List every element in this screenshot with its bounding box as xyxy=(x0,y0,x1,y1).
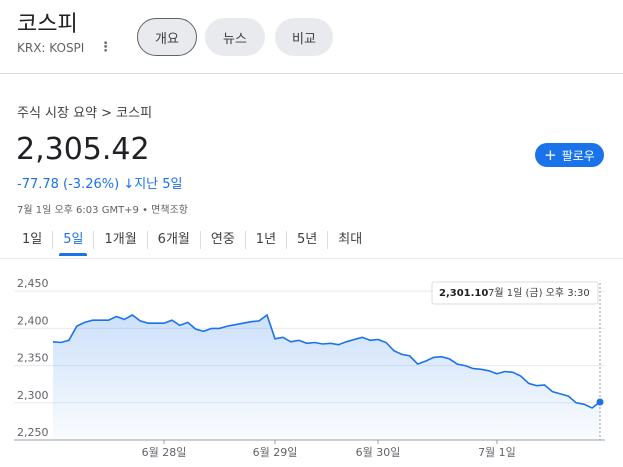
range-tab[interactable]: 최대 xyxy=(338,232,363,247)
tooltip-value: 2,301.10 xyxy=(439,288,488,299)
more-icon[interactable]: ⋮ xyxy=(99,40,112,55)
tab[interactable]: 비교 xyxy=(275,18,333,56)
tooltip-box xyxy=(431,281,599,305)
separator xyxy=(327,231,329,249)
range-tab[interactable]: 5년 xyxy=(297,232,318,247)
tooltip-time: 7월 1일 (금) 오후 3:30 xyxy=(488,287,590,299)
arrow: ↓ xyxy=(123,177,135,192)
change: -77.78 (-3.26%) ↓지난 5일 xyxy=(17,173,183,192)
x-tick-label: 6월 28일 xyxy=(142,445,187,459)
range-tab[interactable]: 5일 xyxy=(53,228,93,256)
range-tab[interactable]: 1년 xyxy=(255,232,277,247)
breadcrumb[interactable]: 주식 시장 요약 > 코스피 xyxy=(17,106,153,121)
separator xyxy=(199,231,201,249)
x-tick-label: 6월 30일 xyxy=(356,445,401,459)
separator xyxy=(146,231,148,249)
tab[interactable]: 뉴스 xyxy=(205,18,265,56)
title: 코스피 xyxy=(17,12,78,37)
range-tab[interactable]: 6개월 xyxy=(157,232,190,247)
area xyxy=(53,315,600,440)
y-tick-label: 2,300 xyxy=(17,389,49,402)
range-tab[interactable]: 연중 xyxy=(210,232,235,247)
separator xyxy=(52,231,54,249)
price: 2,305.42 xyxy=(16,132,150,167)
ticker: KRX: KOSPI xyxy=(17,41,85,55)
period: 지난 5일 xyxy=(134,177,183,192)
follow-label: 팔로우 xyxy=(561,148,595,163)
chart: 2,250 2,300 2,350 2,400 2,450 6월 28일 6월 29일 6월 … xyxy=(14,277,605,459)
tab[interactable]: 개요 xyxy=(137,18,197,56)
separator xyxy=(244,231,246,249)
range-tab[interactable]: 1개월 xyxy=(104,232,137,247)
y-tick-label: 2,250 xyxy=(17,426,49,439)
separator xyxy=(93,231,95,249)
divider xyxy=(0,258,623,259)
range-tab[interactable]: 1일 xyxy=(22,232,43,247)
y-tick-label: 2,450 xyxy=(17,277,49,290)
plus: + xyxy=(544,146,557,164)
x-tick-label: 7월 1일 xyxy=(478,445,516,459)
divider xyxy=(0,73,623,74)
line xyxy=(52,313,601,409)
meta: 7월 1일 오후 6:03 GMT+9 • 면책조항 xyxy=(17,205,188,216)
point xyxy=(596,398,604,406)
separator xyxy=(286,231,288,249)
y-tick-label: 2,350 xyxy=(17,352,49,365)
y-tick-label: 2,400 xyxy=(17,314,49,327)
x-tick-label: 6월 29일 xyxy=(253,445,298,459)
range-tabs: 1일 5일 1개월 6개월 연중 1년 5년 최대 xyxy=(12,228,372,256)
follow-button[interactable]: + 팔로우 xyxy=(535,143,604,167)
change-value: -77.78 (-3.26%) xyxy=(17,177,120,192)
